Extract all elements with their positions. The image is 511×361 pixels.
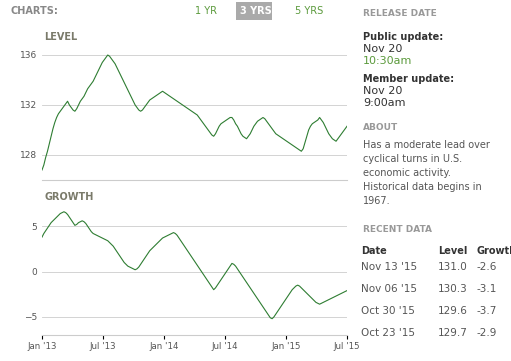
Text: -2.6: -2.6 bbox=[477, 262, 497, 272]
FancyBboxPatch shape bbox=[236, 2, 271, 20]
Text: Nov 20: Nov 20 bbox=[363, 86, 402, 96]
Text: 9:00am: 9:00am bbox=[363, 98, 405, 108]
Text: Oct 30 '15: Oct 30 '15 bbox=[361, 306, 415, 316]
Text: -2.9: -2.9 bbox=[477, 328, 497, 338]
Text: 1 YR: 1 YR bbox=[195, 6, 217, 16]
Text: Has a moderate lead over
cyclical turns in U.S.
economic activity.
Historical da: Has a moderate lead over cyclical turns … bbox=[363, 140, 490, 206]
Text: 5 YRS: 5 YRS bbox=[295, 6, 323, 16]
Text: Public update:: Public update: bbox=[363, 32, 443, 42]
Text: 129.6: 129.6 bbox=[438, 306, 468, 316]
Text: Level: Level bbox=[438, 246, 467, 256]
Text: 129.7: 129.7 bbox=[438, 328, 468, 338]
Text: Date: Date bbox=[361, 246, 387, 256]
Text: Oct 23 '15: Oct 23 '15 bbox=[361, 328, 415, 338]
Text: 3 YRS: 3 YRS bbox=[240, 6, 271, 16]
Text: Member update:: Member update: bbox=[363, 74, 454, 84]
Text: LEVEL: LEVEL bbox=[44, 32, 78, 42]
Text: GROWTH: GROWTH bbox=[44, 192, 94, 202]
Text: -3.1: -3.1 bbox=[477, 284, 497, 294]
Text: Growth: Growth bbox=[477, 246, 511, 256]
Text: -3.7: -3.7 bbox=[477, 306, 497, 316]
Text: RELEASE DATE: RELEASE DATE bbox=[363, 9, 436, 17]
Text: RECENT DATA: RECENT DATA bbox=[363, 226, 432, 235]
Text: 131.0: 131.0 bbox=[438, 262, 468, 272]
Text: Nov 06 '15: Nov 06 '15 bbox=[361, 284, 417, 294]
Text: 10:30am: 10:30am bbox=[363, 56, 412, 66]
Text: ABOUT: ABOUT bbox=[363, 123, 398, 132]
Text: CHARTS:: CHARTS: bbox=[11, 6, 59, 16]
Text: 130.3: 130.3 bbox=[438, 284, 468, 294]
Text: Nov 13 '15: Nov 13 '15 bbox=[361, 262, 417, 272]
Text: Nov 20: Nov 20 bbox=[363, 44, 402, 54]
